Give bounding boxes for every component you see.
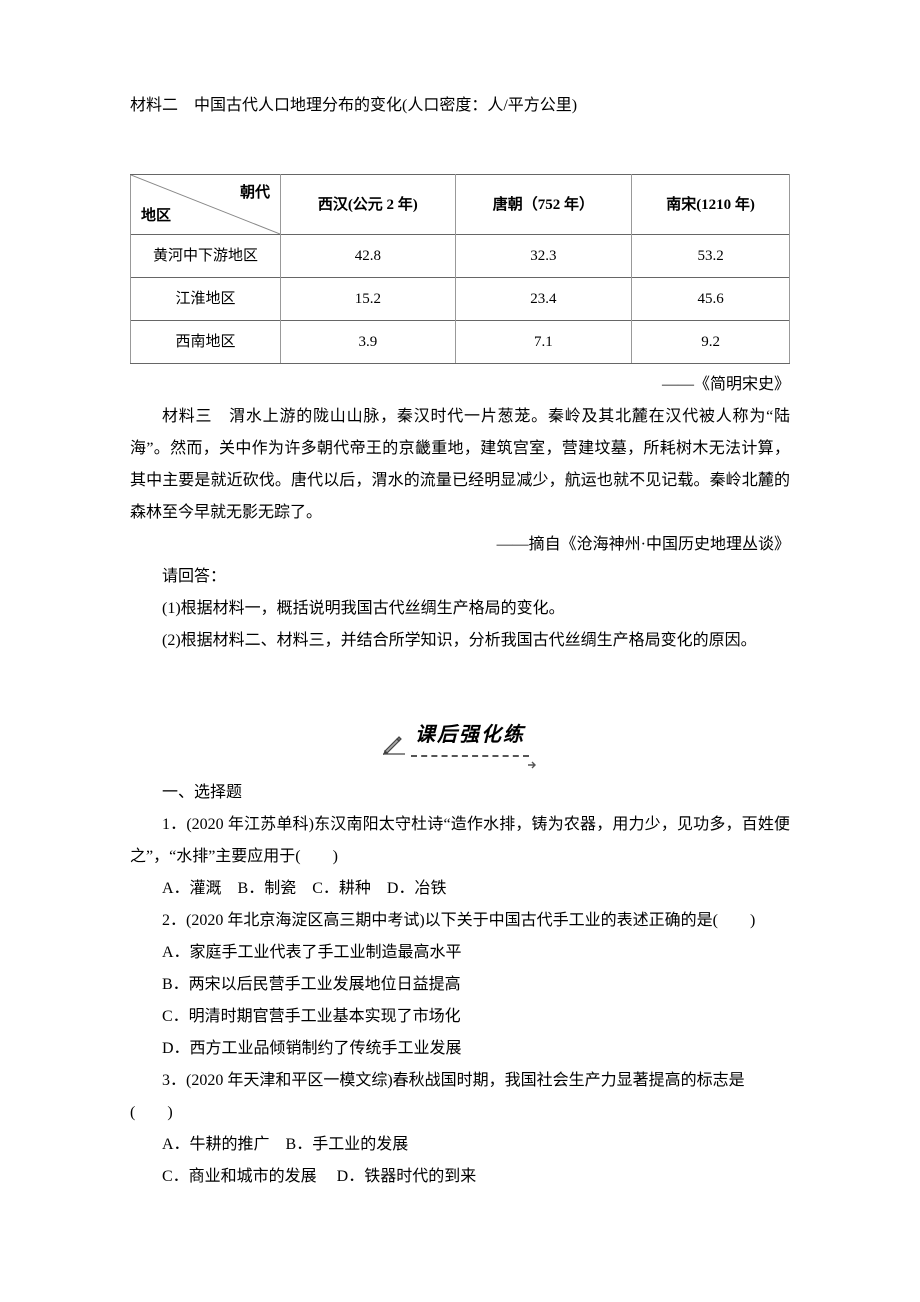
cell: 53.2: [632, 235, 790, 278]
cell: 7.1: [455, 321, 632, 364]
mcq-option: C．明清时期官营手工业基本实现了市场化: [130, 1001, 790, 1033]
spacer: [130, 122, 790, 154]
mcq-stem-suffix: ( ): [130, 1097, 790, 1129]
cell: 32.3: [455, 235, 632, 278]
mcq-stem: 2．(2020 年北京海淀区高三期中考试)以下关于中国古代手工业的表述正确的是(…: [130, 905, 790, 937]
material2-title: 材料二 中国古代人口地理分布的变化(人口密度：人/平方公里): [130, 90, 790, 122]
please-answer: 请回答：: [130, 561, 790, 593]
table-row: 西南地区 3.9 7.1 9.2: [131, 321, 790, 364]
mcq-options: A．牛耕的推广 B．手工业的发展: [130, 1129, 790, 1161]
cell: 42.8: [281, 235, 456, 278]
mcq-option: B．两宋以后民营手工业发展地位日益提高: [130, 969, 790, 1001]
material3-text: 材料三 渭水上游的陇山山脉，秦汉时代一片葱茏。秦岭及其北麓在汉代被人称为“陆海”…: [130, 401, 790, 529]
mcq-option: D．西方工业品倾销制约了传统手工业发展: [130, 1033, 790, 1065]
cell: 23.4: [455, 278, 632, 321]
col-header: 南宋(1210 年): [632, 175, 790, 235]
diag-bottom-label: 地区: [141, 201, 171, 231]
cell: 3.9: [281, 321, 456, 364]
section-1-title: 一、选择题: [130, 777, 790, 809]
col-header: 唐朝（752 年）: [455, 175, 632, 235]
mcq-stem-prefix: 3．(2020 年天津和平区一模文综)春秋战国时期，我国社会生产力显著提高的标志…: [130, 1065, 790, 1097]
table-row: 黄河中下游地区 42.8 32.3 53.2: [131, 235, 790, 278]
diag-top-label: 朝代: [240, 178, 270, 208]
banner-label: 课后强化练: [411, 715, 529, 757]
row-label: 江淮地区: [131, 278, 281, 321]
question-2: (2)根据材料二、材料三，并结合所学知识，分析我国古代丝绸生产格局变化的原因。: [130, 625, 790, 657]
cell: 15.2: [281, 278, 456, 321]
table-row: 江淮地区 15.2 23.4 45.6: [131, 278, 790, 321]
col-header: 西汉(公元 2 年): [281, 175, 456, 235]
section-banner: 课后强化练: [130, 717, 790, 757]
population-table: 朝代 地区 西汉(公元 2 年) 唐朝（752 年） 南宋(1210 年) 黄河…: [130, 174, 790, 364]
row-label: 西南地区: [131, 321, 281, 364]
mcq-option: A．家庭手工业代表了手工业制造最高水平: [130, 937, 790, 969]
mcq-stem: 1．(2020 年江苏单科)东汉南阳太守杜诗“造作水排，铸为农器，用力少，见功多…: [130, 809, 790, 873]
row-label: 黄河中下游地区: [131, 235, 281, 278]
material3-source: ——摘自《沧海神州·中国历史地理丛谈》: [130, 529, 790, 561]
table-source: ——《简明宋史》: [130, 369, 790, 401]
cell: 9.2: [632, 321, 790, 364]
arrow-icon: [527, 751, 539, 763]
pencil-icon: [379, 729, 407, 757]
mcq-options: C．商业和城市的发展 D．铁器时代的到来: [130, 1161, 790, 1193]
table-header-diag: 朝代 地区: [131, 175, 281, 235]
question-1: (1)根据材料一，概括说明我国古代丝绸生产格局的变化。: [130, 593, 790, 625]
mcq-options: A．灌溉 B．制瓷 C．耕种 D．冶铁: [130, 873, 790, 905]
cell: 45.6: [632, 278, 790, 321]
